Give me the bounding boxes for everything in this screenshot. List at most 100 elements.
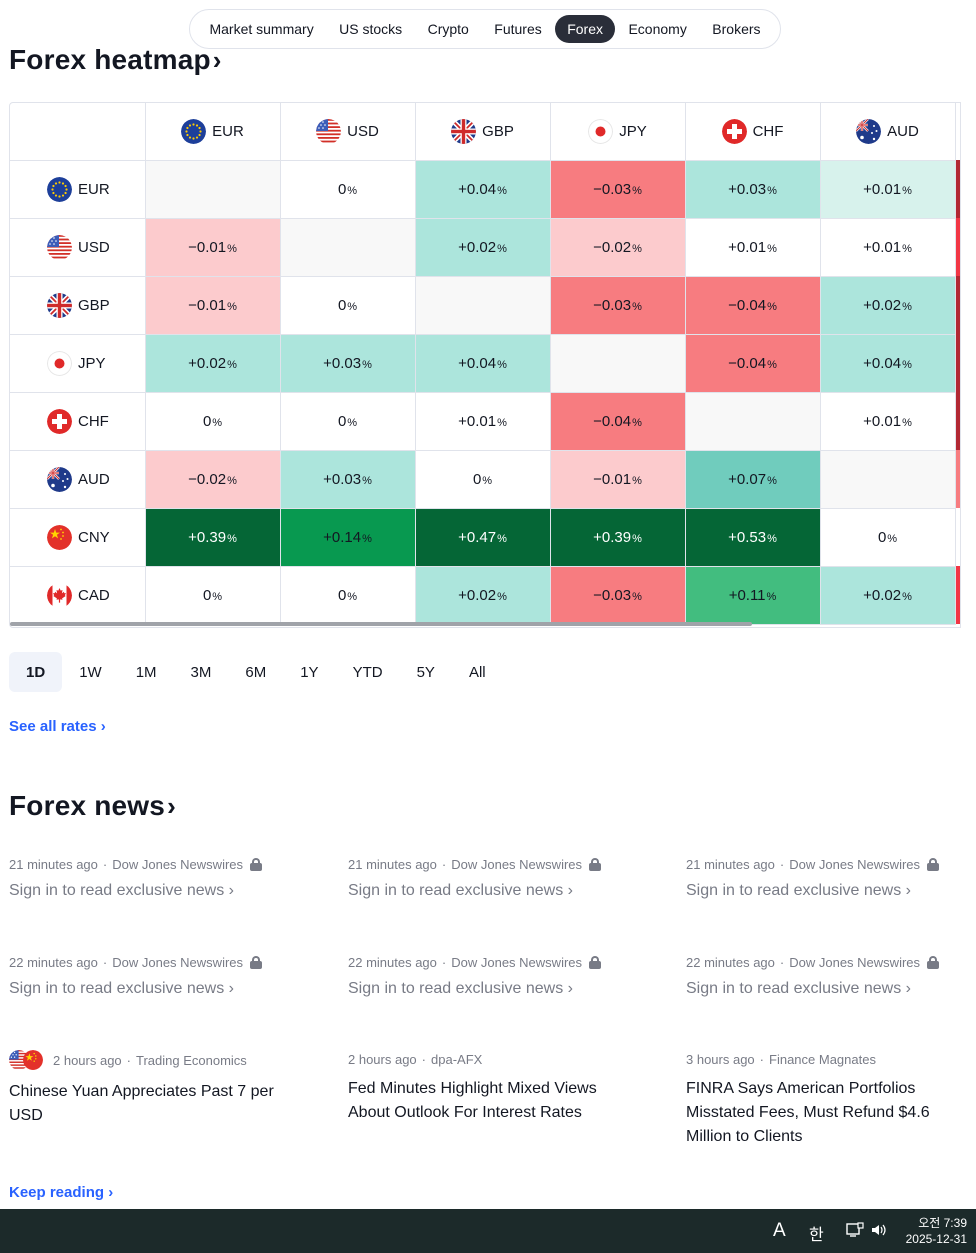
news-item-locked[interactable]: 22 minutes ago · Dow Jones Newswires Sig… xyxy=(9,955,309,998)
sign-in-prompt[interactable]: Sign in to read exclusive news › xyxy=(348,882,573,899)
timeframe-all[interactable]: All xyxy=(468,663,486,681)
heatmap-cell-cad-gbp[interactable]: +0.02% xyxy=(414,565,551,625)
row-header-aud[interactable]: AUD xyxy=(10,449,146,509)
heatmap-cell-aud-gbp[interactable]: 0% xyxy=(414,449,551,509)
heatmap-cell-chf-jpy[interactable]: −0.04% xyxy=(549,391,686,451)
heatmap-cell-chf-usd[interactable]: 0% xyxy=(279,391,416,451)
column-header-gbp[interactable]: GBP xyxy=(414,103,551,161)
heatmap-cell-gbp-aud[interactable]: +0.02% xyxy=(819,275,956,335)
heatmap-cell-aud-jpy[interactable]: −0.01% xyxy=(549,449,686,509)
row-header-usd[interactable]: USD xyxy=(10,217,146,277)
nav-tab-crypto[interactable]: Crypto xyxy=(427,21,469,37)
heatmap-cell-usd-eur[interactable]: −0.01% xyxy=(144,217,281,277)
heatmap-cell-jpy-eur[interactable]: +0.02% xyxy=(144,333,281,393)
timeframe-ytd[interactable]: YTD xyxy=(352,663,383,681)
news-item-locked[interactable]: 22 minutes ago · Dow Jones Newswires Sig… xyxy=(686,955,976,998)
news-item-locked[interactable]: 21 minutes ago · Dow Jones Newswires Sig… xyxy=(348,857,648,900)
keep-reading-link[interactable]: Keep reading › xyxy=(9,1184,114,1201)
heatmap-cell-cad-aud[interactable]: +0.02% xyxy=(819,565,956,625)
heatmap-cell-chf-eur[interactable]: 0% xyxy=(144,391,281,451)
heatmap-cell-cad-chf[interactable]: +0.11% xyxy=(684,565,821,625)
heatmap-cell-aud-usd[interactable]: +0.03% xyxy=(279,449,416,509)
nav-tab-brokers[interactable]: Brokers xyxy=(712,21,761,37)
heatmap-cell-gbp-eur[interactable]: −0.01% xyxy=(144,275,281,335)
heatmap-cell-jpy-aud[interactable]: +0.04% xyxy=(819,333,956,393)
heatmap-scrollbar[interactable] xyxy=(10,622,752,626)
heatmap-cell-cny-jpy[interactable]: +0.39% xyxy=(549,507,686,567)
timeframe-6m[interactable]: 6M xyxy=(245,663,267,681)
heatmap-cell-cny-aud[interactable]: 0% xyxy=(819,507,956,567)
heatmap-cell-cad-jpy[interactable]: −0.03% xyxy=(549,565,686,625)
heatmap-title-link[interactable]: Forex heatmap› xyxy=(9,44,222,76)
sign-in-prompt[interactable]: Sign in to read exclusive news › xyxy=(348,980,573,997)
ime-latin-indicator[interactable]: A xyxy=(773,1220,786,1241)
heatmap-cell-eur-chf[interactable]: +0.03% xyxy=(684,159,821,219)
news-item-locked[interactable]: 22 minutes ago · Dow Jones Newswires Sig… xyxy=(348,955,648,998)
heatmap-cell-cad-usd[interactable]: 0% xyxy=(279,565,416,625)
heatmap-cell-cny-chf[interactable]: +0.53% xyxy=(684,507,821,567)
heatmap-cell-eur-jpy[interactable]: −0.03% xyxy=(549,159,686,219)
heatmap-cell-jpy-usd[interactable]: +0.03% xyxy=(279,333,416,393)
timeframe-3m[interactable]: 3M xyxy=(190,663,212,681)
timeframe-5y[interactable]: 5Y xyxy=(416,663,435,681)
column-header-jpy[interactable]: JPY xyxy=(549,103,686,161)
nav-tab-futures[interactable]: Futures xyxy=(494,21,542,37)
column-header-eur[interactable]: EUR xyxy=(144,103,281,161)
news-title-link[interactable]: Forex news› xyxy=(9,790,176,822)
sign-in-prompt[interactable]: Sign in to read exclusive news › xyxy=(686,882,911,899)
news-headline[interactable]: FINRA Says American Portfolios Misstated… xyxy=(686,1080,930,1145)
heatmap-cell-eur-aud[interactable]: +0.01% xyxy=(819,159,956,219)
column-header-chf[interactable]: CHF xyxy=(684,103,821,161)
news-item[interactable]: 2 hours ago · Trading Economics Chinese … xyxy=(9,1050,309,1128)
heatmap-cell-usd-gbp[interactable]: +0.02% xyxy=(414,217,551,277)
ime-korean-indicator[interactable]: 한 xyxy=(809,1227,824,1244)
heatmap-cell-cny-usd[interactable]: +0.14% xyxy=(279,507,416,567)
column-header-usd[interactable]: USD xyxy=(279,103,416,161)
timeframe-1w[interactable]: 1W xyxy=(79,663,102,681)
heatmap-cell-eur-usd[interactable]: 0% xyxy=(279,159,416,219)
row-header-cad[interactable]: CAD xyxy=(10,565,146,625)
heatmap-cell-usd-jpy[interactable]: −0.02% xyxy=(549,217,686,277)
heatmap-cell-eur-gbp[interactable]: +0.04% xyxy=(414,159,551,219)
news-item[interactable]: 3 hours ago · Finance Magnates FINRA Say… xyxy=(686,1052,976,1149)
heatmap-cell-gbp-chf[interactable]: −0.04% xyxy=(684,275,821,335)
heatmap-cell-usd-aud[interactable]: +0.01% xyxy=(819,217,956,277)
volume-icon[interactable] xyxy=(871,1223,887,1242)
nav-tab-us-stocks[interactable]: US stocks xyxy=(339,21,403,37)
nav-tab-market-summary[interactable]: Market summary xyxy=(209,21,314,37)
column-header-aud[interactable]: AUD xyxy=(819,103,956,161)
nav-tab-forex[interactable]: Forex xyxy=(555,15,616,43)
row-header-jpy[interactable]: JPY xyxy=(10,333,146,393)
heatmap-cell-chf-aud[interactable]: +0.01% xyxy=(819,391,956,451)
heatmap-cell-usd-chf[interactable]: +0.01% xyxy=(684,217,821,277)
network-icon[interactable] xyxy=(846,1222,864,1243)
heatmap-cell-cad-eur[interactable]: 0% xyxy=(144,565,281,625)
heatmap-cell-jpy-chf[interactable]: −0.04% xyxy=(684,333,821,393)
row-header-chf[interactable]: CHF xyxy=(10,391,146,451)
news-headline[interactable]: Fed Minutes Highlight Mixed Views About … xyxy=(348,1080,597,1121)
heatmap-cell-jpy-gbp[interactable]: +0.04% xyxy=(414,333,551,393)
heatmap-cell-cny-gbp[interactable]: +0.47% xyxy=(414,507,551,567)
news-item[interactable]: 2 hours ago · dpa-AFX Fed Minutes Highli… xyxy=(348,1052,648,1125)
heatmap-cell-gbp-jpy[interactable]: −0.03% xyxy=(549,275,686,335)
row-header-eur[interactable]: EUR xyxy=(10,159,146,219)
clock[interactable]: 오전 7:39 2025-12-31 xyxy=(906,1215,967,1247)
nav-tab-economy[interactable]: Economy xyxy=(628,21,687,37)
news-item-locked[interactable]: 21 minutes ago · Dow Jones Newswires Sig… xyxy=(686,857,976,900)
news-headline[interactable]: Chinese Yuan Appreciates Past 7 per USD xyxy=(9,1083,274,1124)
sign-in-prompt[interactable]: Sign in to read exclusive news › xyxy=(9,882,234,899)
heatmap-cell-chf-gbp[interactable]: +0.01% xyxy=(414,391,551,451)
timeframe-1y[interactable]: 1Y xyxy=(300,663,319,681)
heatmap-cell-aud-chf[interactable]: +0.07% xyxy=(684,449,821,509)
heatmap-cell-cny-eur[interactable]: +0.39% xyxy=(144,507,281,567)
timeframe-1m[interactable]: 1M xyxy=(135,663,157,681)
heatmap-cell-gbp-usd[interactable]: 0% xyxy=(279,275,416,335)
row-header-cny[interactable]: CNY xyxy=(10,507,146,567)
sign-in-prompt[interactable]: Sign in to read exclusive news › xyxy=(686,980,911,997)
row-header-gbp[interactable]: GBP xyxy=(10,275,146,335)
sign-in-prompt[interactable]: Sign in to read exclusive news › xyxy=(9,980,234,997)
timeframe-1d[interactable]: 1D xyxy=(9,652,63,692)
see-all-rates-link[interactable]: See all rates › xyxy=(9,718,106,735)
news-item-locked[interactable]: 21 minutes ago · Dow Jones Newswires Sig… xyxy=(9,857,309,900)
heatmap-cell-aud-eur[interactable]: −0.02% xyxy=(144,449,281,509)
